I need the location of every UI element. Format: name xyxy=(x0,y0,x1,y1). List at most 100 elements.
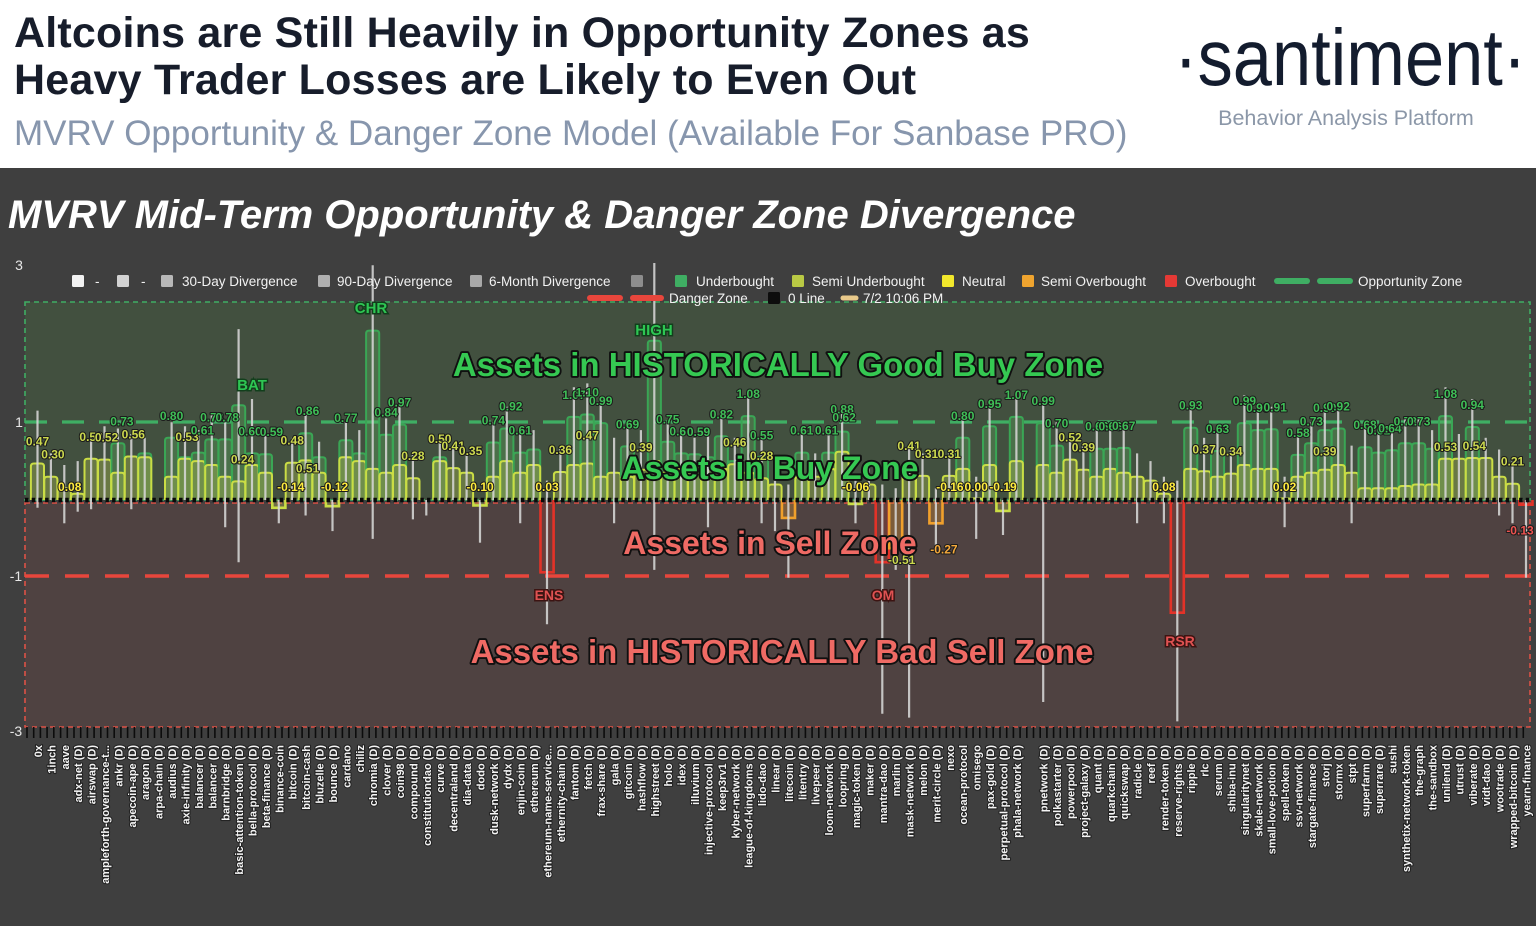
svg-text:0.02: 0.02 xyxy=(1273,480,1297,494)
svg-text:0.97: 0.97 xyxy=(388,396,412,410)
svg-text:the-sandbox: the-sandbox xyxy=(1428,744,1440,810)
svg-text:reserve-rights (D): reserve-rights (D) xyxy=(1173,745,1185,837)
svg-text:0.35: 0.35 xyxy=(459,444,483,458)
svg-text:serum (D): serum (D) xyxy=(1213,745,1225,797)
svg-text:0.46: 0.46 xyxy=(723,435,747,449)
svg-text:-3: -3 xyxy=(10,723,23,739)
svg-text:bitcoin (D): bitcoin (D) xyxy=(288,745,300,800)
svg-text:holo (D): holo (D) xyxy=(663,745,675,787)
svg-text:0.88: 0.88 xyxy=(830,403,854,417)
svg-text:ankr (D): ankr (D) xyxy=(113,745,125,787)
svg-text:0.61: 0.61 xyxy=(191,424,215,438)
svg-text:magic-token (D): magic-token (D) xyxy=(851,745,863,828)
svg-text:injective-protocol (D): injective-protocol (D) xyxy=(704,745,716,855)
svg-text:balancer (D): balancer (D) xyxy=(207,745,219,809)
svg-text:0.61: 0.61 xyxy=(509,424,533,438)
svg-text:-0.14: -0.14 xyxy=(277,480,305,494)
svg-text:storj (D): storj (D) xyxy=(1320,745,1332,788)
svg-text:0.41: 0.41 xyxy=(897,439,921,453)
svg-text:0.66: 0.66 xyxy=(1085,420,1109,434)
svg-text:coin98 (D): coin98 (D) xyxy=(395,745,407,799)
svg-text:0.92: 0.92 xyxy=(499,400,523,414)
svg-text:stargate-finance (D): stargate-finance (D) xyxy=(1307,745,1319,849)
svg-text:0.63: 0.63 xyxy=(1206,422,1230,436)
svg-text:spell-token (D): spell-token (D) xyxy=(1280,745,1292,822)
svg-text:cardano: cardano xyxy=(341,745,353,788)
svg-text:radicle (D): radicle (D) xyxy=(1133,745,1145,799)
svg-text:RSR: RSR xyxy=(1165,633,1195,649)
svg-text:Assets in HISTORICALLY Good Bu: Assets in HISTORICALLY Good Buy Zone xyxy=(453,346,1103,383)
svg-text:1: 1 xyxy=(15,414,23,430)
svg-text:Danger Zone: Danger Zone xyxy=(669,291,748,306)
svg-text:litentry (D): litentry (D) xyxy=(797,745,809,800)
svg-text:1inch: 1inch xyxy=(46,745,58,774)
svg-text:7/2 10:06 PM: 7/2 10:06 PM xyxy=(863,291,943,306)
svg-text:aave: aave xyxy=(60,745,72,769)
svg-text:0.75: 0.75 xyxy=(656,413,680,427)
svg-text:0.50: 0.50 xyxy=(428,432,452,446)
svg-text:0.28: 0.28 xyxy=(401,449,425,463)
svg-text:6-Month Divergence: 6-Month Divergence xyxy=(489,274,611,289)
svg-text:stormx (D): stormx (D) xyxy=(1334,745,1346,800)
svg-text:0.55: 0.55 xyxy=(750,428,774,442)
svg-text:litecoin (D): litecoin (D) xyxy=(784,745,796,802)
svg-text:ssv-network (D): ssv-network (D) xyxy=(1294,745,1306,828)
svg-text:small-love-potion (D): small-love-potion (D) xyxy=(1267,745,1279,855)
svg-text:0.39: 0.39 xyxy=(1072,441,1096,455)
svg-text:ocean-protocol: ocean-protocol xyxy=(958,745,970,824)
svg-text:dydx (D): dydx (D) xyxy=(502,745,514,789)
svg-text:0.03: 0.03 xyxy=(535,480,559,494)
svg-text:0.78: 0.78 xyxy=(216,410,240,424)
svg-text:sushi: sushi xyxy=(1387,745,1399,774)
svg-text:utrust (D): utrust (D) xyxy=(1454,745,1466,795)
svg-text:0.48: 0.48 xyxy=(281,434,305,448)
svg-text:Overbought: Overbought xyxy=(1185,274,1256,289)
svg-text:barnbridge (D): barnbridge (D) xyxy=(221,745,233,821)
svg-text:loom-network (D): loom-network (D) xyxy=(824,745,836,836)
svg-text:marlin (D): marlin (D) xyxy=(891,745,903,797)
svg-text:1.10: 1.10 xyxy=(576,386,600,400)
svg-text:0.80: 0.80 xyxy=(160,409,184,423)
svg-text:0.94: 0.94 xyxy=(1461,398,1485,412)
svg-text:0.68: 0.68 xyxy=(1353,418,1377,432)
svg-text:bella-protocol (D): bella-protocol (D) xyxy=(248,745,260,836)
svg-text:chiliz: chiliz xyxy=(355,745,367,773)
svg-text:0.59: 0.59 xyxy=(260,425,284,439)
svg-text:ripple (D): ripple (D) xyxy=(1186,745,1198,794)
svg-text:kyber-network (D): kyber-network (D) xyxy=(730,745,742,839)
svg-text:beta-finance (D): beta-finance (D) xyxy=(261,745,273,828)
svg-text:0.99: 0.99 xyxy=(1032,394,1056,408)
svg-text:-1: -1 xyxy=(10,568,23,584)
svg-text:0.80: 0.80 xyxy=(951,409,975,423)
svg-text:the-graph: the-graph xyxy=(1414,745,1426,796)
svg-text:3: 3 xyxy=(15,257,23,273)
svg-text:0.39: 0.39 xyxy=(629,441,653,455)
svg-text:-0.13: -0.13 xyxy=(1506,524,1534,538)
svg-text:reef (D): reef (D) xyxy=(1146,745,1158,784)
svg-text:0.90: 0.90 xyxy=(1313,401,1337,415)
svg-text:0.61: 0.61 xyxy=(790,424,814,438)
svg-text:Assets in Buy Zone: Assets in Buy Zone xyxy=(622,450,919,486)
svg-text:skale-network (D): skale-network (D) xyxy=(1253,745,1265,837)
svg-text:0.86: 0.86 xyxy=(296,404,320,418)
svg-text:quant (D): quant (D) xyxy=(1092,745,1104,794)
svg-text:vidt-dao (D): vidt-dao (D) xyxy=(1481,745,1493,806)
svg-text:0.91: 0.91 xyxy=(1264,400,1288,414)
svg-text:0.52: 0.52 xyxy=(1058,431,1082,445)
svg-text:-0.12: -0.12 xyxy=(321,480,349,494)
svg-text:decentraland (D): decentraland (D) xyxy=(449,745,461,832)
svg-text:perpetual-protocol (D): perpetual-protocol (D) xyxy=(999,745,1011,861)
svg-text:0.47: 0.47 xyxy=(576,429,600,443)
svg-text:nexo: nexo xyxy=(945,745,957,771)
svg-text:0.90: 0.90 xyxy=(1246,401,1270,415)
svg-text:compound (D): compound (D) xyxy=(408,745,420,820)
svg-text:mask-network (D): mask-network (D) xyxy=(905,745,917,838)
svg-text:audius (D): audius (D) xyxy=(167,745,179,799)
svg-text:HIGH: HIGH xyxy=(635,322,673,339)
svg-text:0.52: 0.52 xyxy=(95,431,119,445)
svg-text:polkastarter (D): polkastarter (D) xyxy=(1052,745,1064,827)
svg-text:0.77: 0.77 xyxy=(334,411,358,425)
svg-text:0.99: 0.99 xyxy=(589,394,613,408)
svg-text:stpt (D): stpt (D) xyxy=(1347,745,1359,784)
svg-text:chromia (D): chromia (D) xyxy=(368,745,380,806)
